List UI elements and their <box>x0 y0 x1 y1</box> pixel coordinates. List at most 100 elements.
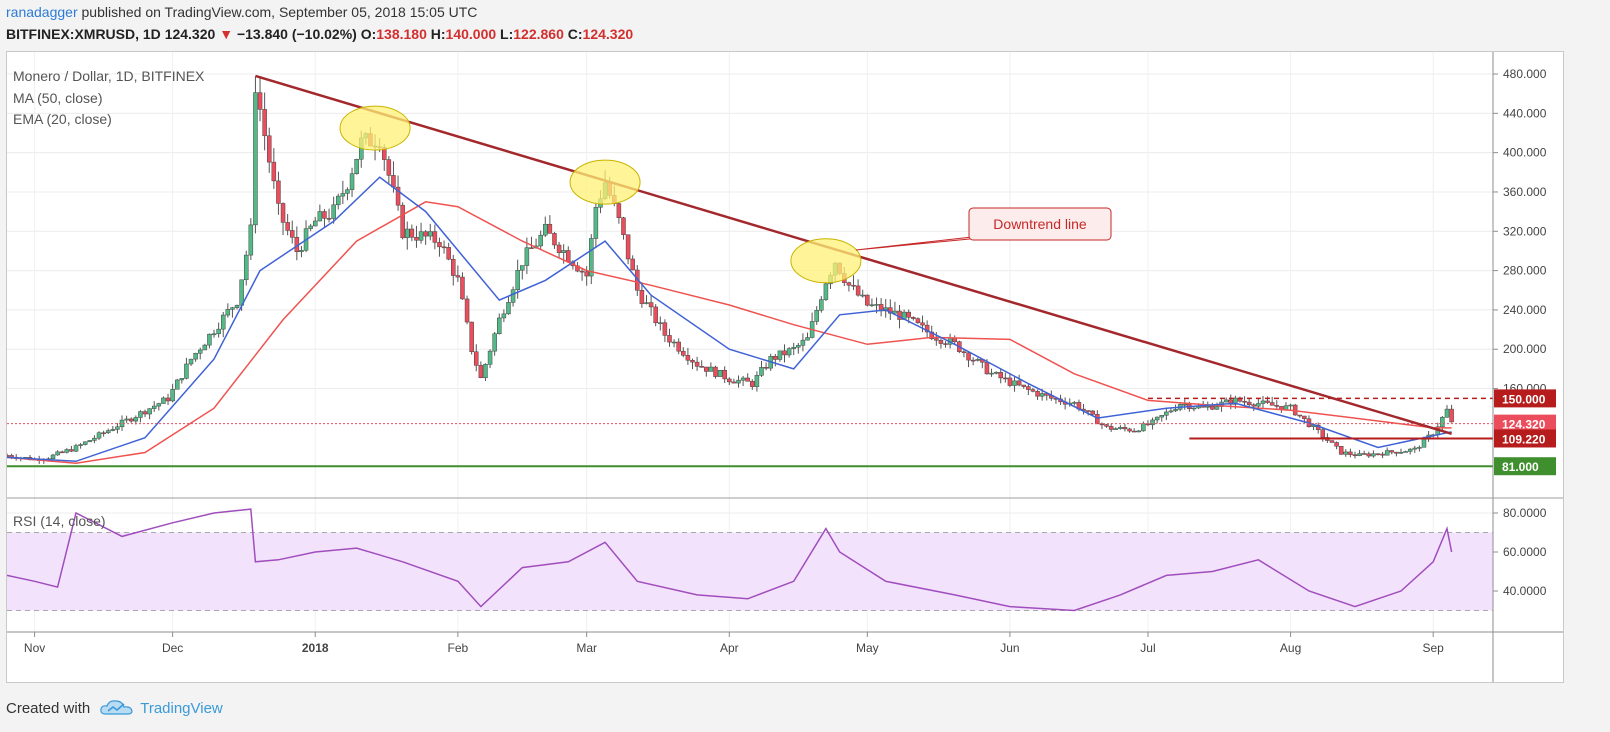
candle-down <box>1127 428 1132 432</box>
candle-down <box>4 455 10 457</box>
low-label: L: <box>500 26 514 42</box>
candle-down <box>713 366 718 377</box>
candle-up <box>860 294 865 297</box>
rsi-legend: RSI (14, close) <box>13 513 106 529</box>
candle-down <box>966 352 971 361</box>
candle-down <box>685 355 691 361</box>
candle-up <box>671 341 677 344</box>
candle-up <box>487 350 493 365</box>
tradingview-link[interactable]: TradingView <box>140 699 223 717</box>
candle-up <box>814 310 819 322</box>
candle-up <box>1343 451 1349 455</box>
candle-down <box>1131 430 1137 433</box>
ema-legend: EMA (20, close) <box>13 111 112 127</box>
candle-up <box>796 345 801 348</box>
candle-down <box>1394 451 1399 454</box>
candle-up <box>1421 438 1427 448</box>
candle-up <box>428 231 433 237</box>
candle-down <box>285 222 290 231</box>
candle-up <box>243 254 249 281</box>
callout-box <box>968 207 1112 241</box>
candle-up <box>1039 393 1045 397</box>
candle-up <box>1444 408 1450 418</box>
candle-up <box>1214 406 1220 410</box>
candle-up <box>510 289 516 303</box>
candle-up <box>225 309 231 316</box>
candle-up <box>1407 448 1413 452</box>
publish-info: ranadagger published on TradingView.com,… <box>6 4 477 20</box>
candle-down <box>326 218 332 220</box>
candle-down <box>271 161 277 182</box>
candle-up <box>147 408 152 415</box>
rsi-tick-label: 40.0000 <box>1503 584 1547 598</box>
candle-up <box>520 265 525 271</box>
symbol-info: BITFINEX:XMRUSD, 1D 124.320 ▼ −13.840 (−… <box>6 26 633 42</box>
candle-up <box>138 411 143 418</box>
candle-up <box>1164 411 1169 416</box>
candle-up <box>1150 419 1155 426</box>
candle-up <box>874 304 879 306</box>
price-tag-label: 109.220 <box>1502 432 1546 446</box>
candle-down <box>911 316 916 319</box>
candle-up <box>786 348 792 356</box>
price-tick-label: 240.000 <box>1503 303 1547 317</box>
candle-down <box>855 285 861 296</box>
candle-down <box>464 298 470 323</box>
candle-down <box>763 367 769 369</box>
candle-down <box>1035 391 1040 397</box>
candle-up <box>161 397 166 404</box>
candle-down <box>1334 442 1339 447</box>
candle-up <box>506 302 511 315</box>
candle-down <box>409 228 415 238</box>
price-chart[interactable]: Downtrend line 480.000 440.000 400.000 360.… <box>4 52 1563 682</box>
candle-down <box>289 230 295 238</box>
candle-up <box>805 337 810 341</box>
candle-down <box>386 159 392 176</box>
ema20-line <box>6 176 1452 463</box>
candle-down <box>681 350 686 356</box>
candle-down <box>653 306 658 324</box>
candle-up <box>543 223 548 236</box>
candle-up <box>1440 416 1445 428</box>
candle-down <box>1246 401 1252 405</box>
time-tick-label: Jun <box>1000 641 1019 655</box>
candle-up <box>975 359 980 361</box>
author-link[interactable]: ranadagger <box>6 4 78 20</box>
candle-down <box>1348 451 1353 455</box>
candle-up <box>184 363 189 379</box>
candle-up <box>1288 404 1293 407</box>
candle-up <box>50 454 56 459</box>
candle-up <box>1159 415 1165 418</box>
price-tag <box>1494 429 1556 448</box>
candle-up <box>1154 416 1160 421</box>
candle-down <box>391 175 396 188</box>
candle-up <box>892 310 898 314</box>
candle-up <box>644 302 649 304</box>
candle-down <box>142 411 148 415</box>
footer: Created with TradingView <box>6 699 223 717</box>
candle-up <box>96 432 102 439</box>
candle-down <box>934 338 939 341</box>
candle-up <box>55 451 60 456</box>
candle-down <box>547 223 553 234</box>
candle-down <box>915 318 921 324</box>
candle-up <box>110 429 116 431</box>
price-tick-label: 280.000 <box>1503 264 1547 278</box>
candle-down <box>1389 450 1395 453</box>
candle-down <box>1104 424 1109 427</box>
candle-up <box>869 304 875 307</box>
candle-up <box>561 250 566 253</box>
candle-up <box>1118 427 1123 429</box>
candle-up <box>234 304 240 308</box>
time-tick-label: Dec <box>162 641 183 655</box>
candle-down <box>1007 377 1013 386</box>
candle-down <box>584 271 589 277</box>
candle-down <box>1265 400 1270 403</box>
candle-up <box>1384 450 1390 456</box>
candle-up <box>345 189 350 194</box>
candle-down <box>961 351 967 353</box>
chart-container[interactable]: Downtrend line 480.000 440.000 400.000 360.… <box>4 51 1564 683</box>
candle-up <box>115 426 120 430</box>
rsi-tick-label: 60.0000 <box>1503 545 1547 559</box>
candle-up <box>754 375 760 387</box>
